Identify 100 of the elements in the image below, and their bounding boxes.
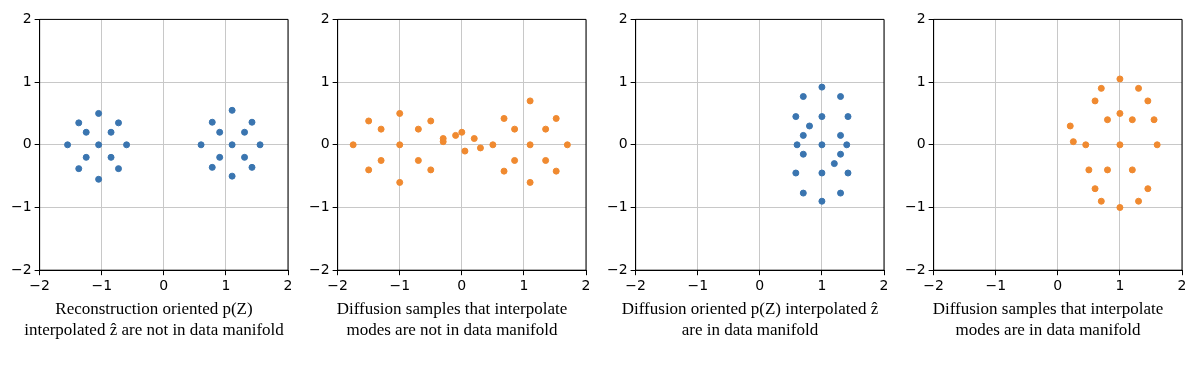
point (799, 150, 807, 158)
point (511, 156, 519, 164)
y-tick-label: −1 (11, 198, 32, 215)
y-tick-label: 0 (618, 135, 628, 152)
point (248, 163, 256, 171)
point (1066, 122, 1074, 130)
point (228, 141, 236, 149)
point (414, 125, 422, 133)
point (377, 125, 385, 133)
point (75, 119, 83, 127)
point (563, 141, 571, 149)
y-tick-label: 1 (618, 72, 628, 89)
point (511, 125, 519, 133)
point (1135, 84, 1143, 92)
point (197, 141, 205, 149)
point (349, 141, 357, 149)
x-tick-label: 1 (221, 277, 231, 294)
x-tick-label: 2 (283, 277, 293, 294)
point (793, 141, 801, 149)
point (256, 141, 264, 149)
point (396, 178, 404, 186)
point (64, 141, 72, 149)
y-tick-label: 2 (320, 10, 330, 27)
point (818, 141, 826, 149)
point (114, 119, 122, 127)
point (837, 131, 845, 139)
point (107, 153, 115, 161)
x-tick-label: 1 (1115, 277, 1125, 294)
point (95, 141, 103, 149)
point (1144, 97, 1152, 105)
point (526, 141, 534, 149)
point (1103, 166, 1111, 174)
y-tick-label: 0 (22, 135, 32, 152)
point (500, 114, 508, 122)
point (427, 166, 435, 174)
point (1082, 141, 1090, 149)
x-tick-label: 0 (159, 277, 169, 294)
point (526, 97, 534, 105)
point (1097, 197, 1105, 205)
point (1116, 204, 1124, 211)
point (1153, 141, 1161, 149)
point (228, 106, 236, 114)
x-tick-label: 0 (1053, 277, 1063, 294)
y-tick-label: −1 (905, 198, 926, 215)
point (365, 166, 373, 174)
point (427, 117, 435, 125)
y-tick-label: −2 (607, 260, 628, 277)
point (95, 175, 103, 183)
point (1150, 116, 1158, 124)
point (1135, 197, 1143, 205)
point (843, 141, 851, 149)
point (844, 169, 852, 177)
point (552, 114, 560, 122)
point (365, 117, 373, 125)
point (75, 165, 83, 173)
y-tick-label: −1 (607, 198, 628, 215)
point (799, 189, 807, 197)
x-tick-label: −1 (389, 277, 411, 294)
y-tick-label: −2 (11, 260, 32, 277)
point (208, 118, 216, 126)
point (396, 141, 404, 149)
x-tick-label: 0 (457, 277, 467, 294)
x-tick-label: 2 (581, 277, 591, 294)
point (1128, 166, 1136, 174)
point (792, 113, 800, 121)
x-tick-label: −1 (687, 277, 709, 294)
point (377, 156, 385, 164)
x-tick-label: 1 (817, 277, 827, 294)
point (526, 178, 534, 186)
point (542, 156, 550, 164)
x-tick-label: −1 (91, 277, 113, 294)
point (542, 125, 550, 133)
point (228, 172, 236, 180)
point (500, 167, 508, 175)
point (241, 128, 249, 136)
text: Reconstruction oriented p(Z) interpolated ẑ are not in data manifold (23, 298, 285, 340)
y-tick-label: 1 (320, 72, 330, 89)
x-tick-label: 0 (755, 277, 765, 294)
point (818, 113, 826, 121)
point (1144, 185, 1152, 193)
point (107, 128, 115, 136)
point (216, 153, 224, 161)
point (476, 144, 484, 152)
y-tick-label: 1 (22, 72, 32, 89)
point (82, 128, 90, 136)
x-tick-label: −1 (985, 277, 1007, 294)
y-tick-label: 0 (916, 135, 926, 152)
point (114, 165, 122, 173)
point (837, 189, 845, 197)
point (208, 163, 216, 171)
text: Diffusion oriented p(Z) interpolated ẑ are in data manifold (620, 298, 880, 340)
text: Diffusion samples that interpolate modes are in data manifold (931, 298, 1165, 340)
point (830, 160, 838, 168)
point (489, 141, 497, 149)
y-tick-label: −2 (309, 260, 330, 277)
point (82, 153, 90, 161)
y-tick-label: 2 (916, 10, 926, 27)
point (1116, 141, 1124, 149)
point (818, 169, 826, 177)
x-tick-label: 2 (1177, 277, 1187, 294)
